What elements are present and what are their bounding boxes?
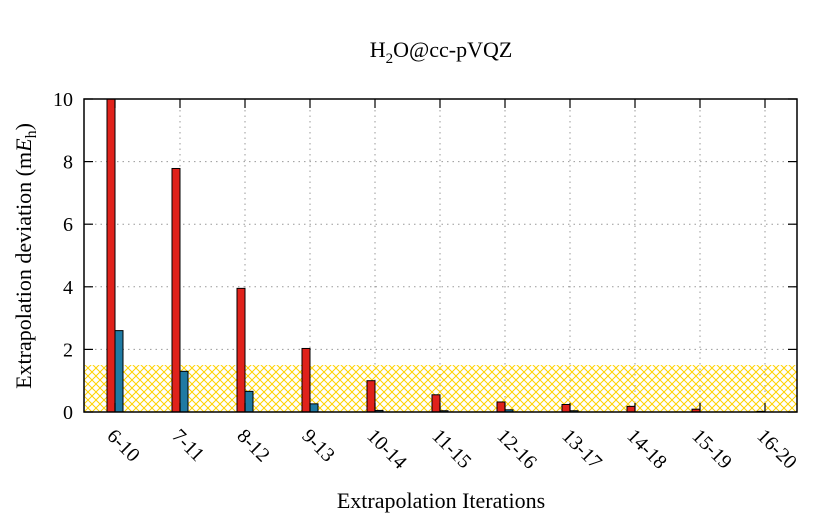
- y-axis-label: Extrapolation deviation (mEh): [11, 123, 40, 389]
- bar-series-1: [236, 287, 246, 413]
- x-tick-label: 9-13: [297, 425, 338, 466]
- bar-series-1: [431, 394, 441, 413]
- x-tick-label: 8-12: [232, 425, 273, 466]
- chart-title: H2O@cc-pVQZ: [370, 37, 513, 67]
- x-tick-label: 14-18: [622, 425, 671, 474]
- bar-series-1: [301, 347, 311, 413]
- y-tick-label: 0: [63, 402, 73, 424]
- y-tick-label: 6: [63, 214, 73, 236]
- axis-ticks: 0 2 4 6 8 10 6-10 7-11 8-12 9-13 10-14 11-15 12-16 13…: [53, 89, 801, 474]
- x-tick-label: 6-10: [102, 425, 143, 466]
- bar-series-2: [309, 403, 319, 413]
- bar-series-1: [626, 405, 636, 413]
- x-tick-label: 13-17: [557, 425, 606, 474]
- y-tick-label: 2: [63, 339, 73, 361]
- x-tick-label: 11-15: [427, 425, 475, 473]
- grid-lines: [84, 99, 797, 412]
- x-tick-label: 7-11: [167, 425, 208, 466]
- bar-series-1: [171, 167, 181, 413]
- bar-series-2: [179, 370, 189, 413]
- bar-series-2: [244, 390, 254, 413]
- bar-series-1: [561, 403, 571, 413]
- y-tick-label: 10: [53, 89, 73, 111]
- y-tick-label: 8: [63, 152, 73, 174]
- bar-series-2: [114, 330, 124, 413]
- bar-series-1: [106, 98, 116, 413]
- bar-series-1: [496, 401, 506, 413]
- y-tick-label: 4: [63, 277, 73, 299]
- x-tick-label: 16-20: [752, 425, 801, 474]
- x-tick-label: 12-16: [492, 425, 541, 474]
- bar-series-1: [366, 380, 376, 413]
- x-tick-label: 10-14: [362, 425, 411, 474]
- x-tick-label: 15-19: [687, 425, 736, 474]
- x-axis-label: Extrapolation Iterations: [337, 488, 545, 513]
